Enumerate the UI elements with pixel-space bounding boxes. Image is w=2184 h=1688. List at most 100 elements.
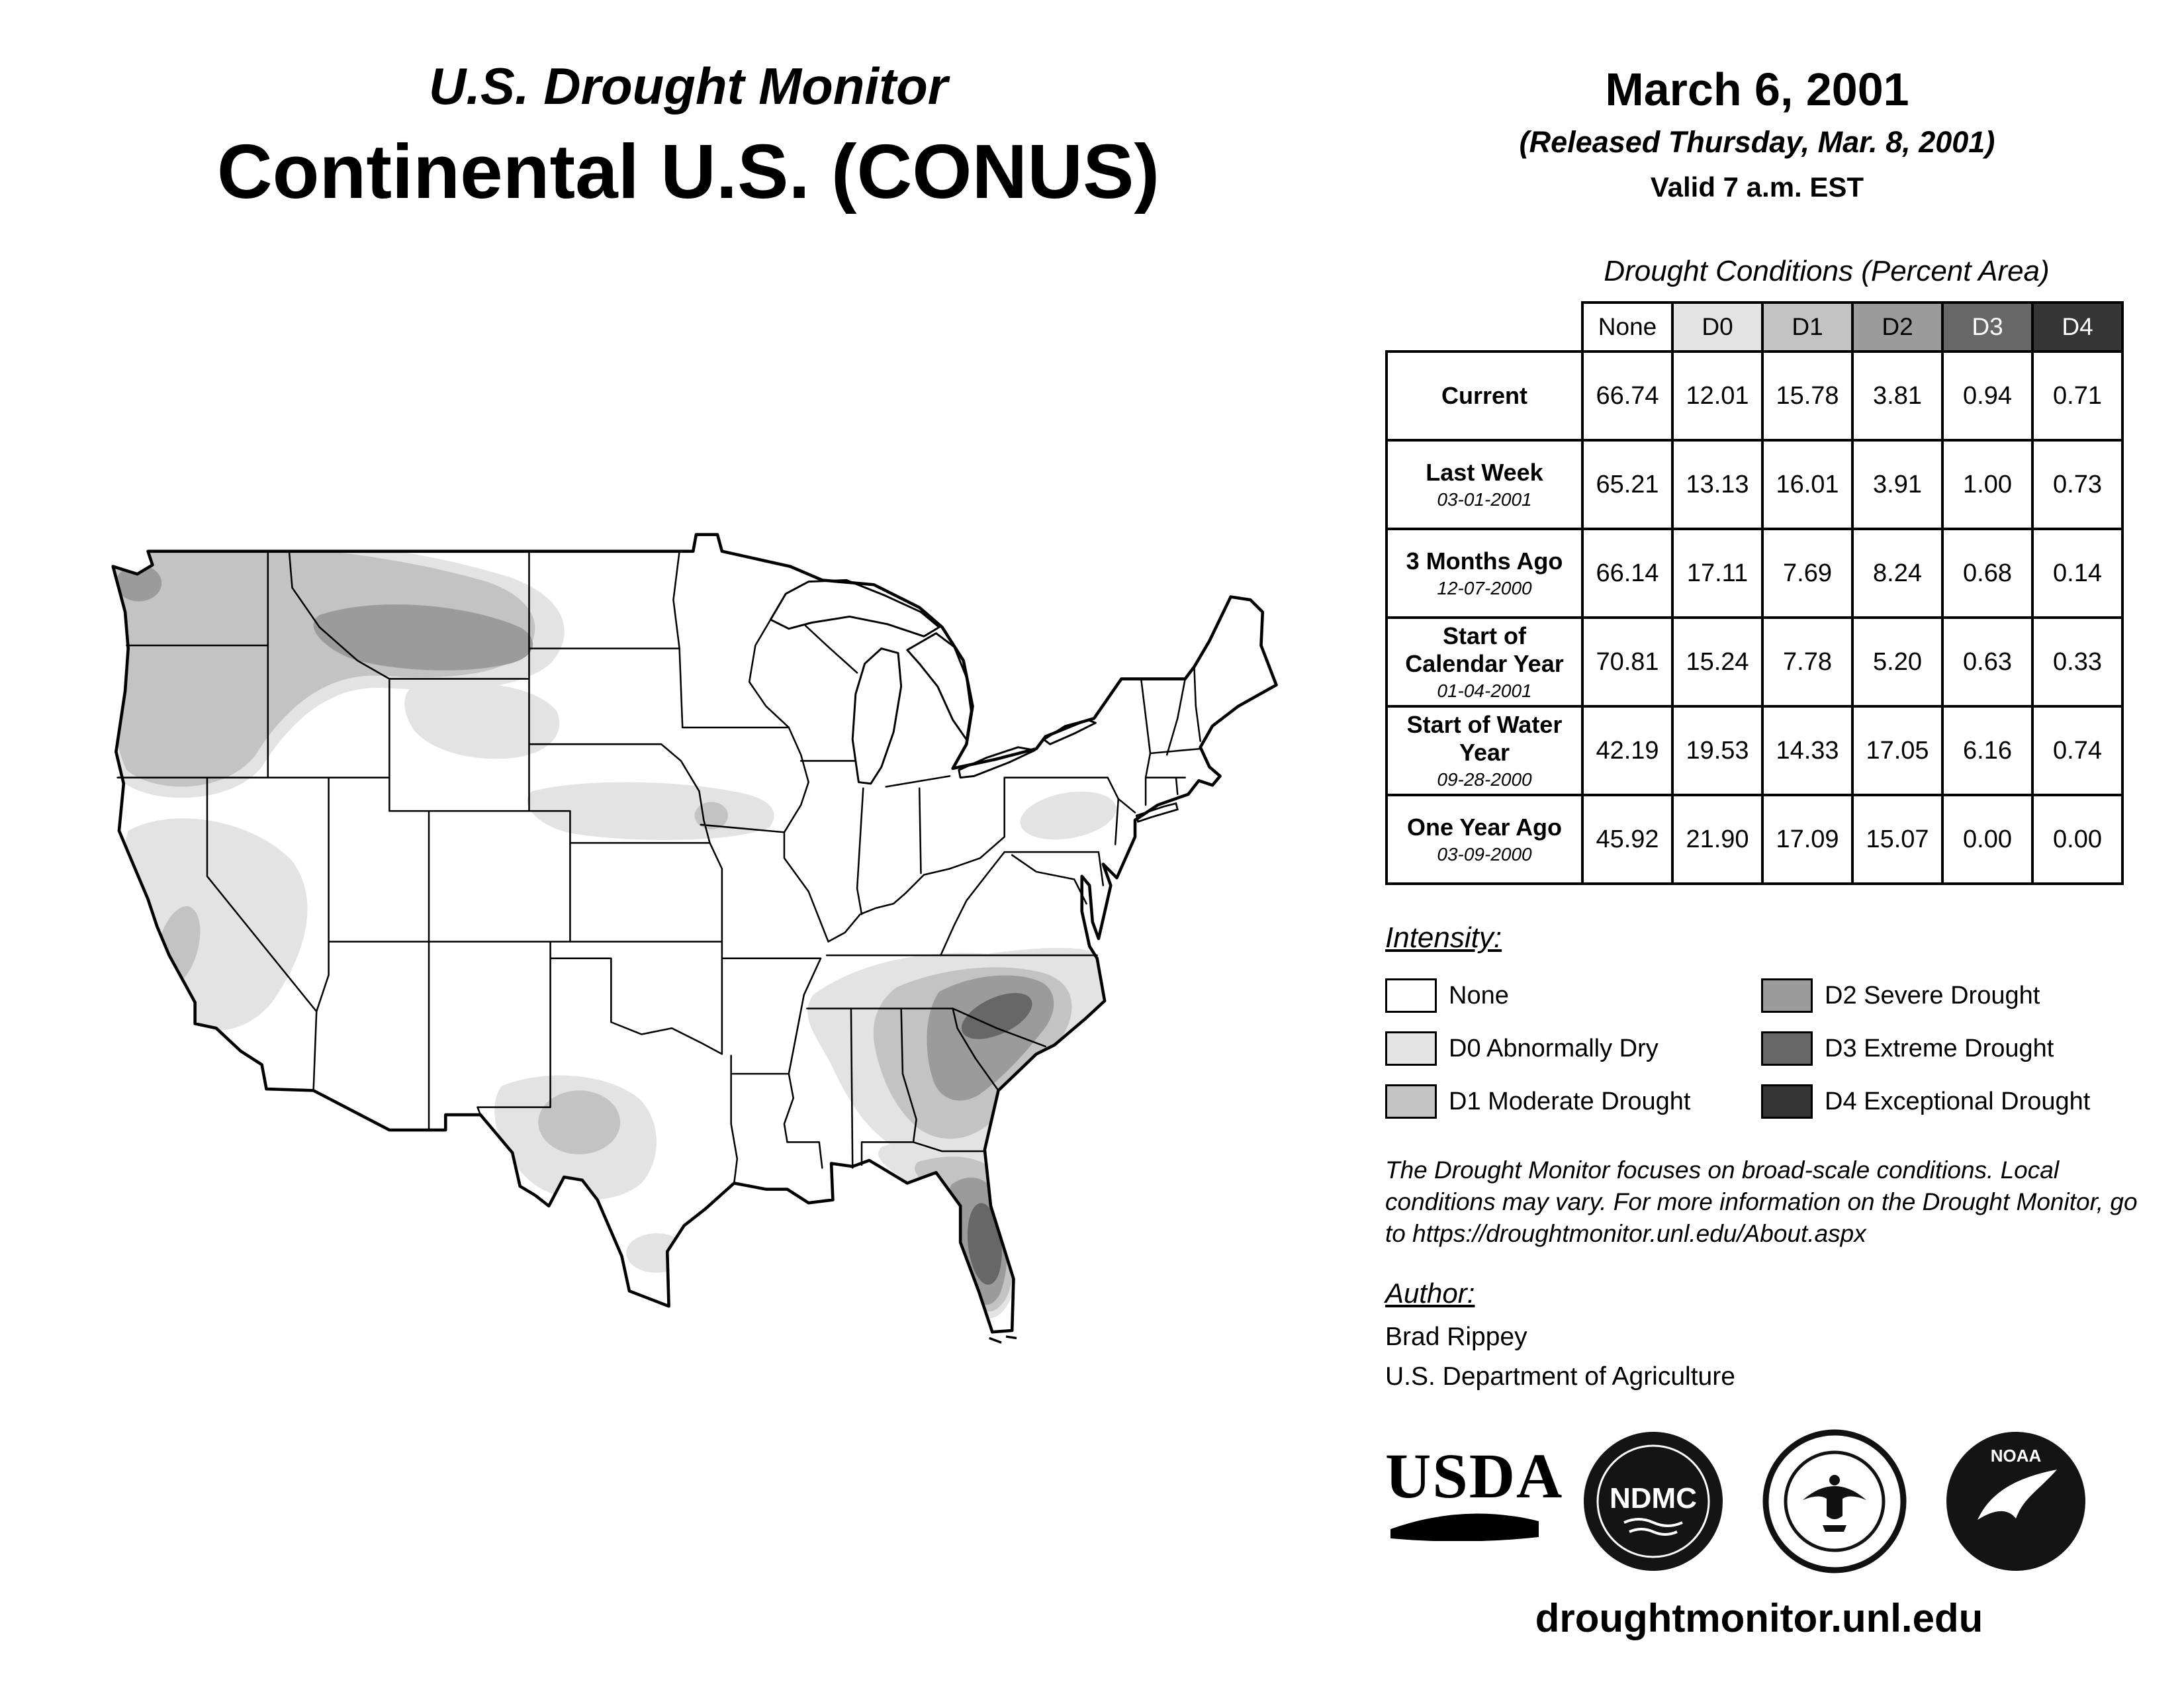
table-row: Start of Calendar Year 01-04-2001 70.81 15.… <box>1385 616 2124 708</box>
value-cell: 65.21 <box>1581 439 1674 530</box>
value-cell: 13.13 <box>1671 439 1764 530</box>
value-cell: 7.69 <box>1761 528 1854 619</box>
value-cell: 0.68 <box>1941 528 2034 619</box>
value-cell: 42.19 <box>1581 705 1674 796</box>
legend-swatch <box>1761 1084 1813 1119</box>
table-body: Current 66.74 12.01 15.78 3.81 0.94 0.71 Last W… <box>1385 350 2124 885</box>
disclaimer-text: The Drought Monitor focuses on broad-sca… <box>1385 1156 2138 1248</box>
us-outline <box>111 533 1278 1334</box>
row-label: One Year Ago 03-09-2000 <box>1385 794 1584 885</box>
logo-row: USDA NDMC NOAA <box>1385 1429 2140 1584</box>
valid-time: Valid 7 a.m. EST <box>1650 171 1864 203</box>
release-info: March 6, 2001 (Released Thursday, Mar. 8… <box>1383 63 2131 203</box>
florida-keys <box>989 1335 1017 1344</box>
value-cell: 8.24 <box>1851 528 1944 619</box>
column-header-d4: D4 <box>2031 301 2124 353</box>
value-cell: 0.71 <box>2031 350 2124 442</box>
value-cell: 7.78 <box>1761 616 1854 708</box>
value-cell: 70.81 <box>1581 616 1674 708</box>
conus-drought-map <box>111 533 1278 1344</box>
value-cell: 0.00 <box>1941 794 2034 885</box>
value-cell: 12.01 <box>1671 350 1764 442</box>
ndmc-logo: NDMC <box>1584 1432 1723 1571</box>
value-cell: 0.63 <box>1941 616 2034 708</box>
column-header-d1: D1 <box>1761 301 1854 353</box>
state-borders <box>116 550 1201 1184</box>
legend-item: D2 Severe Drought <box>1761 969 2137 1022</box>
table-row: 3 Months Ago 12-07-2000 66.14 17.11 7.69 8.24… <box>1385 528 2124 619</box>
usda-logo: USDA <box>1385 1444 1562 1544</box>
value-cell: 15.78 <box>1761 350 1854 442</box>
noaa-logo: NOAA <box>1946 1432 2085 1571</box>
value-cell: 14.33 <box>1761 705 1854 796</box>
legend-swatch <box>1761 978 1813 1013</box>
report-supertitle: U.S. Drought Monitor <box>428 57 948 115</box>
table-title: Drought Conditions (Percent Area) <box>1604 255 2050 287</box>
table-row: Start of Water Year 09-28-2000 42.19 19.53 1… <box>1385 705 2124 796</box>
value-cell: 15.07 <box>1851 794 1944 885</box>
legend-label: D2 Severe Drought <box>1825 981 2040 1009</box>
ndmc-wordmark: NDMC <box>1610 1482 1697 1515</box>
value-cell: 66.14 <box>1581 528 1674 619</box>
lake-superior <box>769 579 940 637</box>
column-header-none: None <box>1581 301 1674 353</box>
value-cell: 6.16 <box>1941 705 2034 796</box>
column-header-d0: D0 <box>1671 301 1764 353</box>
legend-label: D1 Moderate Drought <box>1449 1087 1691 1115</box>
legend-item: D0 Abnormally Dry <box>1385 1022 1761 1075</box>
legend-label: None <box>1449 981 1509 1009</box>
value-cell: 1.00 <box>1941 439 2034 530</box>
lake-ontario <box>1042 718 1097 745</box>
noaa-wordmark: NOAA <box>1991 1446 2042 1466</box>
legend-item: None <box>1385 969 1761 1022</box>
table-row: Last Week 03-01-2001 65.21 13.13 16.01 3.91 1.… <box>1385 439 2124 530</box>
commerce-seal-logo <box>1762 1429 1907 1573</box>
drought-layer-d3 <box>961 993 1032 1285</box>
row-label: Start of Calendar Year 01-04-2001 <box>1385 616 1584 708</box>
legend-label: D4 Exceptional Drought <box>1825 1087 2091 1115</box>
legend-swatch <box>1385 978 1437 1013</box>
value-cell: 3.91 <box>1851 439 1944 530</box>
value-cell: 0.73 <box>2031 439 2124 530</box>
legend-item: D4 Exceptional Drought <box>1761 1075 2137 1128</box>
value-cell: 16.01 <box>1761 439 1854 530</box>
row-label: Start of Water Year 09-28-2000 <box>1385 705 1584 796</box>
footer-url: droughtmonitor.unl.edu <box>1535 1596 1983 1640</box>
legend-label: D3 Extreme Drought <box>1825 1034 2054 1062</box>
long-island <box>1135 802 1179 823</box>
header-spacer <box>1387 303 1582 352</box>
map-date: March 6, 2001 <box>1605 64 1909 115</box>
value-cell: 15.24 <box>1671 616 1764 708</box>
value-cell: 0.94 <box>1941 350 2034 442</box>
usda-swoosh <box>1390 1513 1539 1542</box>
value-cell: 17.09 <box>1761 794 1854 885</box>
column-header-d3: D3 <box>1941 301 2034 353</box>
legend-item: D1 Moderate Drought <box>1385 1075 1761 1128</box>
row-label: 3 Months Ago 12-07-2000 <box>1385 528 1584 619</box>
author-name: Brad Rippey <box>1385 1323 1527 1351</box>
author-organization: U.S. Department of Agriculture <box>1385 1362 1735 1391</box>
value-cell: 66.74 <box>1581 350 1674 442</box>
value-cell: 3.81 <box>1851 350 1944 442</box>
value-cell: 21.90 <box>1671 794 1764 885</box>
value-cell: 17.11 <box>1671 528 1764 619</box>
author-heading: Author: <box>1385 1278 1475 1309</box>
value-cell: 19.53 <box>1671 705 1764 796</box>
column-header-d2: D2 <box>1851 301 1944 353</box>
drought-table: None D0 D1 D2 D3 D4 Current 66.74 12.01 15.78 3.8… <box>1385 301 2124 885</box>
row-label: Last Week 03-01-2001 <box>1385 439 1584 530</box>
lake-michigan <box>851 647 903 785</box>
legend-swatch <box>1385 1084 1437 1119</box>
value-cell: 5.20 <box>1851 616 1944 708</box>
value-cell: 45.92 <box>1581 794 1674 885</box>
release-date: (Released Thursday, Mar. 8, 2001) <box>1519 125 1995 159</box>
table-row: Current 66.74 12.01 15.78 3.81 0.94 0.71 <box>1385 350 2124 442</box>
value-cell: 0.74 <box>2031 705 2124 796</box>
row-label: Current <box>1385 350 1584 442</box>
table-row: One Year Ago 03-09-2000 45.92 21.90 17.09 15.… <box>1385 794 2124 885</box>
value-cell: 0.00 <box>2031 794 2124 885</box>
report-title: Continental U.S. (CONUS) <box>216 128 1160 214</box>
legend-label: D0 Abnormally Dry <box>1449 1034 1659 1062</box>
great-lakes <box>769 579 1097 785</box>
